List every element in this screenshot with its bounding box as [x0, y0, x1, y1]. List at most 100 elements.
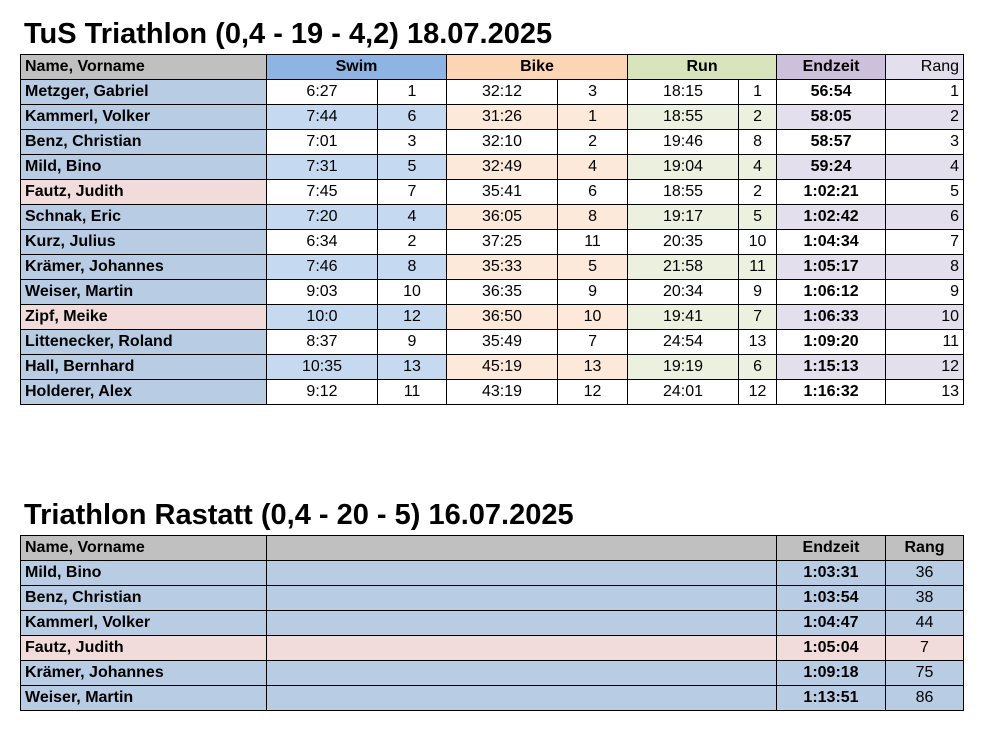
athlete-name: Krämer, Johannes: [20, 660, 267, 686]
run-time: 20:35: [627, 229, 740, 255]
overall-rank: 75: [885, 660, 964, 686]
swim-time: 8:37: [266, 329, 378, 355]
run-time: 21:58: [627, 254, 740, 280]
table-row: Krämer, Johannes 7:46 8 35:33 5 21:58 11 1:05:1…: [20, 254, 965, 280]
run-rank: 9: [738, 279, 778, 305]
table-row: Fautz, Judith 1:05:04 7: [20, 635, 964, 661]
overall-rank: 7: [885, 229, 965, 255]
bike-rank: 5: [557, 254, 629, 280]
bike-rank: 8: [557, 204, 629, 230]
overall-rank: 11: [885, 329, 965, 355]
athlete-name: Benz, Christian: [20, 129, 267, 155]
rastatt-results-table: Name, Vorname Endzeit Rang Mild, Bino 1:0…: [20, 535, 964, 711]
athlete-name: Weiser, Martin: [20, 685, 267, 711]
athlete-name: Kurz, Julius: [20, 229, 267, 255]
final-time: 1:04:34: [776, 229, 887, 255]
table-row: Weiser, Martin 9:03 10 36:35 9 20:34 9 1:06:12 9: [20, 279, 965, 305]
final-time: 59:24: [776, 154, 887, 180]
table-row: Kurz, Julius 6:34 2 37:25 11 20:35 10 1:04:34 7: [20, 229, 965, 255]
table-row: Schnak, Eric 7:20 4 36:05 8 19:17 5 1:02:42 6: [20, 204, 965, 230]
header-name: Name, Vorname: [20, 535, 267, 561]
empty-cell: [266, 610, 777, 636]
final-time: 58:57: [776, 129, 887, 155]
table-row: Mild, Bino 7:31 5 32:49 4 19:04 4 59:24 4: [20, 154, 965, 180]
run-rank: 1: [738, 79, 778, 105]
bike-rank: 11: [557, 229, 629, 255]
overall-rank: 10: [885, 304, 965, 330]
swim-rank: 3: [376, 129, 448, 155]
swim-rank: 12: [376, 304, 448, 330]
header-rang: Rang: [885, 535, 964, 561]
swim-rank: 4: [376, 204, 448, 230]
athlete-name: Kammerl, Volker: [20, 610, 267, 636]
swim-rank: 13: [376, 354, 448, 380]
bike-time: 32:10: [446, 129, 559, 155]
run-rank: 6: [738, 354, 778, 380]
swim-rank: 1: [376, 79, 448, 105]
run-rank: 2: [738, 104, 778, 130]
empty-cell: [266, 685, 777, 711]
header-endzeit: Endzeit: [776, 54, 887, 80]
final-time: 1:03:54: [776, 585, 886, 611]
bike-rank: 2: [557, 129, 629, 155]
bike-time: 37:25: [446, 229, 559, 255]
bike-rank: 6: [557, 179, 629, 205]
overall-rank: 3: [885, 129, 965, 155]
swim-time: 7:01: [266, 129, 378, 155]
run-time: 19:19: [627, 354, 740, 380]
bike-time: 32:49: [446, 154, 559, 180]
run-rank: 7: [738, 304, 778, 330]
header-empty: [266, 535, 777, 561]
run-rank: 4: [738, 154, 778, 180]
final-time: 1:09:18: [776, 660, 886, 686]
swim-time: 9:03: [266, 279, 378, 305]
run-time: 19:04: [627, 154, 740, 180]
final-time: 1:05:04: [776, 635, 886, 661]
final-time: 1:06:12: [776, 279, 887, 305]
overall-rank: 12: [885, 354, 965, 380]
overall-rank: 2: [885, 104, 965, 130]
empty-cell: [266, 560, 777, 586]
swim-rank: 10: [376, 279, 448, 305]
swim-time: 6:34: [266, 229, 378, 255]
athlete-name: Kammerl, Volker: [20, 104, 267, 130]
bike-time: 45:19: [446, 354, 559, 380]
final-time: 1:05:17: [776, 254, 887, 280]
table-row: Krämer, Johannes 1:09:18 75: [20, 660, 964, 686]
empty-cell: [266, 660, 777, 686]
athlete-name: Metzger, Gabriel: [20, 79, 267, 105]
athlete-name: Hall, Bernhard: [20, 354, 267, 380]
athlete-name: Krämer, Johannes: [20, 254, 267, 280]
overall-rank: 1: [885, 79, 965, 105]
swim-rank: 8: [376, 254, 448, 280]
swim-rank: 6: [376, 104, 448, 130]
empty-cell: [266, 635, 777, 661]
athlete-name: Fautz, Judith: [20, 635, 267, 661]
table-row: Littenecker, Roland 8:37 9 35:49 7 24:54 13 1:0…: [20, 329, 965, 355]
run-time: 20:34: [627, 279, 740, 305]
overall-rank: 36: [885, 560, 964, 586]
final-time: 1:13:51: [776, 685, 886, 711]
bike-rank: 7: [557, 329, 629, 355]
swim-rank: 9: [376, 329, 448, 355]
swim-rank: 5: [376, 154, 448, 180]
table1-title: TuS Triathlon (0,4 - 19 - 4,2) 18.07.202…: [20, 16, 962, 52]
table-row: Benz, Christian 7:01 3 32:10 2 19:46 8 58:57 3: [20, 129, 965, 155]
athlete-name: Mild, Bino: [20, 154, 267, 180]
header-endzeit: Endzeit: [776, 535, 886, 561]
table-row: Metzger, Gabriel 6:27 1 32:12 3 18:15 1 56:54 1: [20, 79, 965, 105]
swim-time: 7:31: [266, 154, 378, 180]
final-time: 1:03:31: [776, 560, 886, 586]
overall-rank: 86: [885, 685, 964, 711]
header-bike: Bike: [446, 54, 629, 80]
athlete-name: Weiser, Martin: [20, 279, 267, 305]
bike-time: 31:26: [446, 104, 559, 130]
overall-rank: 6: [885, 204, 965, 230]
swim-time: 6:27: [266, 79, 378, 105]
bike-time: 35:33: [446, 254, 559, 280]
final-time: 58:05: [776, 104, 887, 130]
final-time: 56:54: [776, 79, 887, 105]
run-rank: 13: [738, 329, 778, 355]
swim-time: 10:0: [266, 304, 378, 330]
run-time: 18:15: [627, 79, 740, 105]
